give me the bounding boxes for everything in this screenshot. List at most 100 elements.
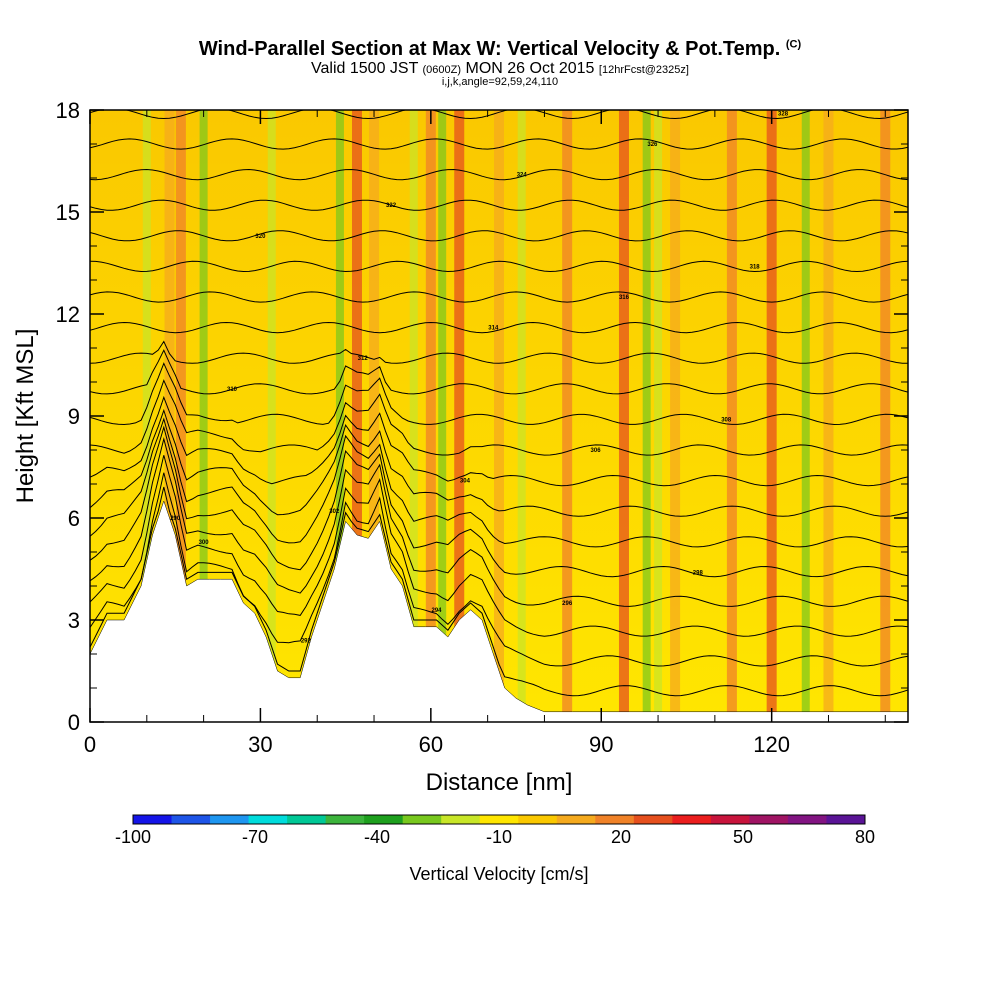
colorbar-swatch xyxy=(441,815,481,824)
isentrope-line xyxy=(90,486,908,697)
y-tick-label: 18 xyxy=(56,98,80,123)
isentrope-line xyxy=(90,379,908,456)
isentrope-line xyxy=(90,437,908,607)
downdraft-column xyxy=(438,110,447,722)
colorbar: -100 -70 -40 -10 20 50 80 Vertical Velocity [cm… xyxy=(115,814,875,884)
colorbar-tick-label: -40 xyxy=(364,827,390,847)
colorbar-title: Vertical Velocity [cm/s] xyxy=(409,864,588,884)
colorbar-swatch xyxy=(364,815,404,824)
colorbar-tick-label: 20 xyxy=(611,827,631,847)
chart-title: Wind-Parallel Section at Max W: Vertical… xyxy=(0,38,1000,61)
colorbar-swatch xyxy=(248,815,288,824)
colorbar-swatch xyxy=(556,815,596,824)
updraft-column xyxy=(351,110,362,722)
y-tick-label: 6 xyxy=(68,506,80,531)
valid-utc: (0600Z) xyxy=(422,64,462,76)
plot-area: 2902922942962983003023043063083103123143… xyxy=(90,110,908,722)
valid-prefix: Valid 1500 JST xyxy=(311,60,419,77)
x-axis-title: Distance [nm] xyxy=(426,769,573,796)
downdraft-column xyxy=(409,110,418,722)
x-tick-label: 0 xyxy=(84,732,96,757)
colorbar-tick-label: -10 xyxy=(486,827,512,847)
isentrope-line xyxy=(90,455,908,637)
updraft-column xyxy=(175,110,186,722)
isentrope-label: 322 xyxy=(386,203,397,209)
isentrope-label: 318 xyxy=(750,264,761,270)
colorbar-swatch xyxy=(633,815,673,824)
colorbar-swatch xyxy=(710,815,750,824)
y-tick-label: 12 xyxy=(56,302,80,327)
isentrope-label: 306 xyxy=(591,448,602,454)
updraft-column xyxy=(726,110,737,722)
x-tick-label: 90 xyxy=(589,732,613,757)
isentrope-label: 328 xyxy=(778,111,789,117)
colorbar-swatch xyxy=(402,815,442,824)
x-tick-label: 120 xyxy=(753,732,790,757)
isentrope-label: 308 xyxy=(721,417,732,423)
updraft-column xyxy=(454,110,465,722)
isentrope-line xyxy=(90,230,908,242)
colorbar-tick-label: 80 xyxy=(855,827,875,847)
colorbar-swatch xyxy=(749,815,789,824)
isentrope-label: 320 xyxy=(255,234,266,240)
isentrope-label: 324 xyxy=(517,173,528,179)
isentrope-label: 292 xyxy=(301,638,312,644)
downdraft-column xyxy=(199,110,208,722)
updraft-column xyxy=(880,110,891,722)
isentrope-line xyxy=(90,291,908,303)
colorbar-swatch xyxy=(325,815,365,824)
isentrope-label: 300 xyxy=(199,540,210,546)
isentrope-label: 304 xyxy=(460,479,471,485)
updraft-column xyxy=(823,110,834,722)
colorbar-tick-label: -70 xyxy=(242,827,268,847)
updraft-column xyxy=(494,110,504,722)
colorbar-swatch xyxy=(826,815,866,824)
valid-date: MON 26 Oct 2015 xyxy=(465,60,595,77)
isentrope-label: 314 xyxy=(488,326,499,332)
colorbar-swatch xyxy=(787,815,827,824)
isentrope-line xyxy=(90,199,908,211)
y-tick-label: 9 xyxy=(68,404,80,429)
chart-title-text: Wind-Parallel Section at Max W: Vertical… xyxy=(198,38,781,60)
x-tick-label: 30 xyxy=(248,732,272,757)
y-tick-label: 15 xyxy=(56,200,80,225)
colorbar-swatch xyxy=(518,815,558,824)
updraft-column xyxy=(369,110,380,722)
isentrope-label: 298 xyxy=(693,570,704,576)
updraft-column xyxy=(670,110,681,722)
downdraft-column xyxy=(335,110,344,722)
updraft-column xyxy=(425,110,436,722)
updraft-column xyxy=(618,110,629,722)
isentrope-line xyxy=(90,408,908,517)
copyright-mark: (C) xyxy=(785,38,802,51)
isentrope-line xyxy=(90,138,908,150)
colorbar-frame xyxy=(132,814,866,825)
isentrope-label: 316 xyxy=(619,295,630,301)
axes: 0 30 60 90 120 0 3 6 9 12 15 18 Distance [nm] Height … xyxy=(12,98,909,796)
isentrope-line xyxy=(90,349,908,395)
isentrope-line xyxy=(90,168,908,181)
downdraft-column xyxy=(801,110,810,722)
downdraft-column xyxy=(642,110,651,722)
colorbar-swatch xyxy=(595,815,635,824)
isentrope-label: 296 xyxy=(562,601,573,607)
isentrope-label: 312 xyxy=(358,356,369,362)
grid-indices: i,j,k,angle=92,59,24,110 xyxy=(441,76,559,88)
isentrope-label: 302 xyxy=(329,509,340,515)
terrain xyxy=(90,500,908,722)
y-tick-label: 0 xyxy=(68,710,80,735)
y-axis-title: Height [Kft MSL] xyxy=(12,329,39,504)
colorbar-swatch xyxy=(287,815,327,824)
downdraft-column xyxy=(142,110,151,722)
valid-time-line: Valid 1500 JST (0600Z) MON 26 Oct 2015 [… xyxy=(0,60,1000,78)
x-tick-label: 60 xyxy=(419,732,443,757)
isentrope-line xyxy=(90,340,908,364)
isentrope-line xyxy=(90,362,908,426)
isentrope-line xyxy=(90,260,908,273)
isentrope-line xyxy=(90,395,908,487)
colorbar-swatch xyxy=(672,815,712,824)
y-tick-label: 3 xyxy=(68,608,80,633)
colorbar-tick-label: 50 xyxy=(733,827,753,847)
colorbar-swatch xyxy=(210,815,250,824)
